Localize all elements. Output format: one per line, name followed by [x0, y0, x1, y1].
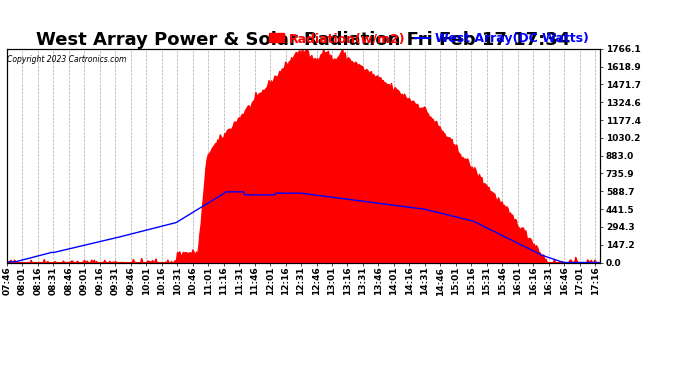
Title: West Array Power & Solar Radiation Fri Feb 17 17:34: West Array Power & Solar Radiation Fri F… [37, 31, 571, 49]
Text: Copyright 2023 Cartronics.com: Copyright 2023 Cartronics.com [8, 55, 127, 64]
Legend: Radiation(w/m2), West Array(DC Watts): Radiation(w/m2), West Array(DC Watts) [264, 27, 594, 50]
